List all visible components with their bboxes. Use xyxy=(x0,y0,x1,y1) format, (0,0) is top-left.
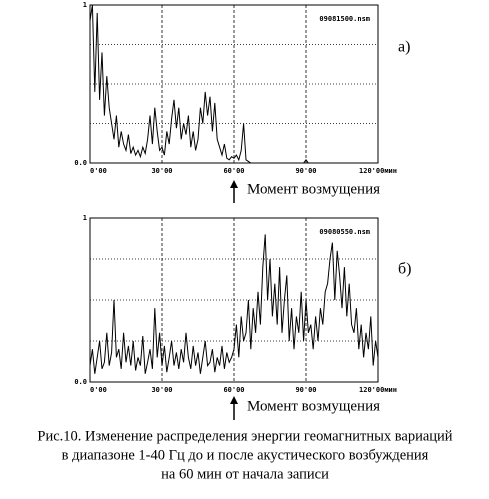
x-tick-label: 30'00 xyxy=(151,386,172,394)
arrow-head xyxy=(230,180,238,188)
panel-label: а) xyxy=(398,39,410,56)
x-tick-label: 90'00 xyxy=(295,167,316,175)
y-tick-label: 1 xyxy=(83,214,87,222)
x-tick-label: 0'00 xyxy=(90,167,107,175)
arrow-head xyxy=(230,396,238,404)
file-label: 09080550.nsm xyxy=(319,228,370,236)
x-tick-label: 0'00 xyxy=(90,386,107,394)
x-tick-label: 90'00 xyxy=(295,386,316,394)
annotation: Момент возмущения xyxy=(247,181,380,197)
annotation: Момент возмущения xyxy=(247,398,380,414)
caption-line: в диапазоне 1-40 Гц до и после акустичес… xyxy=(62,447,429,463)
data-line xyxy=(89,234,379,374)
x-tick-label: 30'00 xyxy=(151,167,172,175)
panel-label: б) xyxy=(398,261,411,278)
x-tick-label: 120'00мин xyxy=(359,167,397,175)
caption-line: Рис.10. Изменение распределения энергии … xyxy=(37,428,452,444)
data-line xyxy=(89,4,378,164)
y-tick-label: 0.0 xyxy=(74,378,87,386)
y-tick-label: 0.0 xyxy=(74,159,87,167)
caption-line: на 60 мин от начала записи xyxy=(161,466,329,482)
file-label: 09081500.nsm xyxy=(319,15,370,23)
x-tick-label: 120'00мин xyxy=(359,386,397,394)
x-tick-label: 60'00 xyxy=(223,386,244,394)
x-tick-label: 60'00 xyxy=(223,167,244,175)
y-tick-label: 1 xyxy=(83,1,87,9)
